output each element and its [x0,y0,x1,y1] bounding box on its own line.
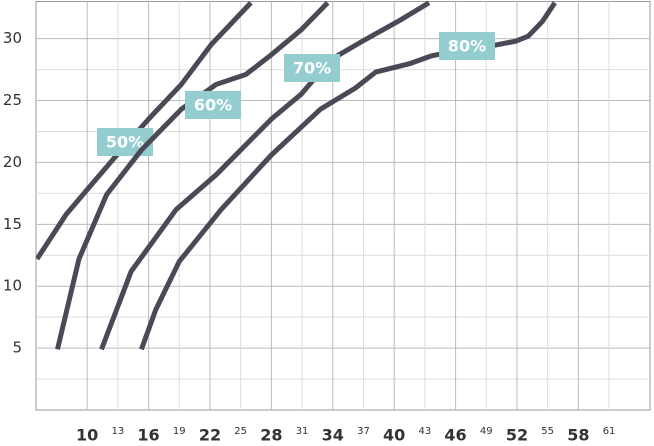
x-tick-label: 19 [173,426,186,437]
x-tick-label: 55 [541,426,554,437]
label-box [97,128,153,156]
label-box [439,32,495,60]
x-tick-label: 40 [383,426,405,445]
x-tick-label: 61 [603,426,616,437]
x-tick-label: 37 [357,426,370,437]
x-tick-label: 13 [111,426,124,437]
label-box [185,91,241,119]
y-tick-label: 20 [3,153,22,171]
series-label: 80% [448,37,486,56]
x-tick-label: 58 [567,426,589,445]
line [99,0,431,351]
x-tick-label: 25 [234,426,247,437]
x-tick-label: 49 [480,426,493,437]
x-tick-label: 10 [76,426,98,445]
x-tick-label: 31 [296,426,309,437]
series-label: 50% [106,133,144,152]
x-tick-label: 22 [199,426,221,445]
x-tick-label: 28 [260,426,282,445]
x-tick-label: 16 [137,426,159,445]
y-tick-label: 10 [3,277,22,295]
x-tick-label: 52 [506,426,528,445]
y-tick-label: 25 [3,91,22,109]
label-box [284,54,340,82]
x-tick-label: 34 [322,426,344,445]
plot-area [35,1,651,411]
x-tick-label: 46 [444,426,466,445]
line [139,1,557,351]
y-tick-label: 15 [3,215,22,233]
y-tick-label: 5 [12,339,22,357]
y-tick-label: 30 [3,29,22,47]
x-tick-label: 43 [418,426,431,437]
series-label: 70% [293,59,331,78]
series-label: 60% [194,96,232,115]
